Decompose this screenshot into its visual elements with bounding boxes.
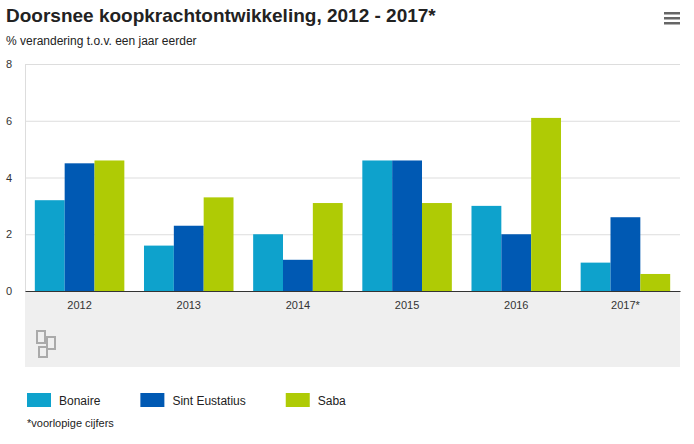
footnote: *voorlopige cijfers bbox=[27, 417, 114, 429]
bar[interactable] bbox=[610, 217, 640, 291]
chart-container: Doorsnee koopkrachtontwikkeling, 2012 - … bbox=[0, 0, 694, 444]
chart-svg: Doorsnee koopkrachtontwikkeling, 2012 - … bbox=[0, 0, 694, 444]
bars bbox=[35, 118, 670, 291]
x-tick: 2017* bbox=[611, 291, 640, 311]
menu-icon[interactable] bbox=[664, 12, 680, 25]
x-tick-label: 2012 bbox=[67, 299, 91, 311]
y-tick-label: 2 bbox=[6, 228, 12, 240]
x-axis: 2012 2013 2014 2015 2016 2017* bbox=[26, 291, 681, 311]
bar[interactable] bbox=[95, 160, 125, 291]
legend-label[interactable]: Saba bbox=[318, 394, 346, 408]
grid-line bbox=[25, 291, 680, 292]
bar[interactable] bbox=[392, 160, 422, 291]
menu-icon-bar[interactable] bbox=[664, 17, 680, 20]
x-tick-label: 2016 bbox=[504, 299, 528, 311]
bar[interactable] bbox=[35, 200, 65, 291]
legend-item[interactable]: Bonaire bbox=[27, 393, 101, 408]
legend-item[interactable]: Saba bbox=[286, 393, 346, 408]
bar[interactable] bbox=[204, 197, 234, 291]
bar[interactable] bbox=[581, 263, 611, 291]
legend-item[interactable]: Sint Eustatius bbox=[140, 393, 245, 408]
y-axis-line bbox=[26, 65, 681, 292]
y-tick-label: 6 bbox=[6, 115, 12, 127]
logo-part bbox=[39, 347, 47, 357]
bar[interactable] bbox=[640, 274, 670, 291]
bar[interactable] bbox=[174, 226, 204, 291]
subtitle: % verandering t.o.v. een jaar eerder bbox=[6, 34, 197, 48]
bar[interactable] bbox=[65, 163, 95, 291]
x-tick-label: 2015 bbox=[395, 299, 419, 311]
grid-line bbox=[25, 64, 680, 65]
x-tick: 2012 bbox=[67, 291, 91, 311]
x-tick: 2016 bbox=[504, 291, 528, 311]
legend-swatch[interactable] bbox=[286, 393, 310, 407]
y-tick-label: 4 bbox=[6, 172, 12, 184]
logo-part bbox=[47, 337, 55, 349]
menu-icon-bar[interactable] bbox=[664, 12, 680, 15]
bar[interactable] bbox=[313, 203, 343, 291]
logo-part bbox=[37, 331, 45, 343]
y-tick: 6 bbox=[6, 115, 680, 127]
legend-swatch[interactable] bbox=[140, 393, 164, 407]
legend: Bonaire Sint Eustatius Saba bbox=[27, 393, 346, 408]
x-axis-line bbox=[26, 291, 681, 292]
x-tick: 2014 bbox=[286, 291, 310, 311]
bar[interactable] bbox=[253, 234, 283, 291]
x-tick-label: 2013 bbox=[177, 299, 201, 311]
y-tick-label: 8 bbox=[6, 58, 12, 70]
title: Doorsnee koopkrachtontwikkeling, 2012 - … bbox=[6, 5, 436, 26]
grid-line bbox=[25, 121, 680, 122]
x-tick-label: 2014 bbox=[286, 299, 310, 311]
bar[interactable] bbox=[471, 206, 501, 291]
y-tick-label: 0 bbox=[6, 285, 12, 297]
bar[interactable] bbox=[501, 234, 531, 291]
y-axis: 0 2 4 6 8 bbox=[6, 58, 680, 297]
y-tick: 8 bbox=[6, 58, 680, 70]
bar[interactable] bbox=[531, 118, 561, 291]
bar[interactable] bbox=[144, 246, 174, 291]
bar[interactable] bbox=[283, 260, 313, 291]
menu-icon-bar[interactable] bbox=[664, 22, 680, 25]
logo bbox=[37, 331, 55, 357]
x-tick-label: 2017* bbox=[611, 299, 640, 311]
bar[interactable] bbox=[422, 203, 452, 291]
legend-label[interactable]: Sint Eustatius bbox=[172, 394, 245, 408]
legend-label[interactable]: Bonaire bbox=[59, 394, 101, 408]
axis-band bbox=[25, 291, 680, 367]
legend-swatch[interactable] bbox=[27, 393, 51, 407]
x-tick: 2013 bbox=[177, 291, 201, 311]
bar[interactable] bbox=[362, 160, 392, 291]
x-tick: 2015 bbox=[395, 291, 419, 311]
